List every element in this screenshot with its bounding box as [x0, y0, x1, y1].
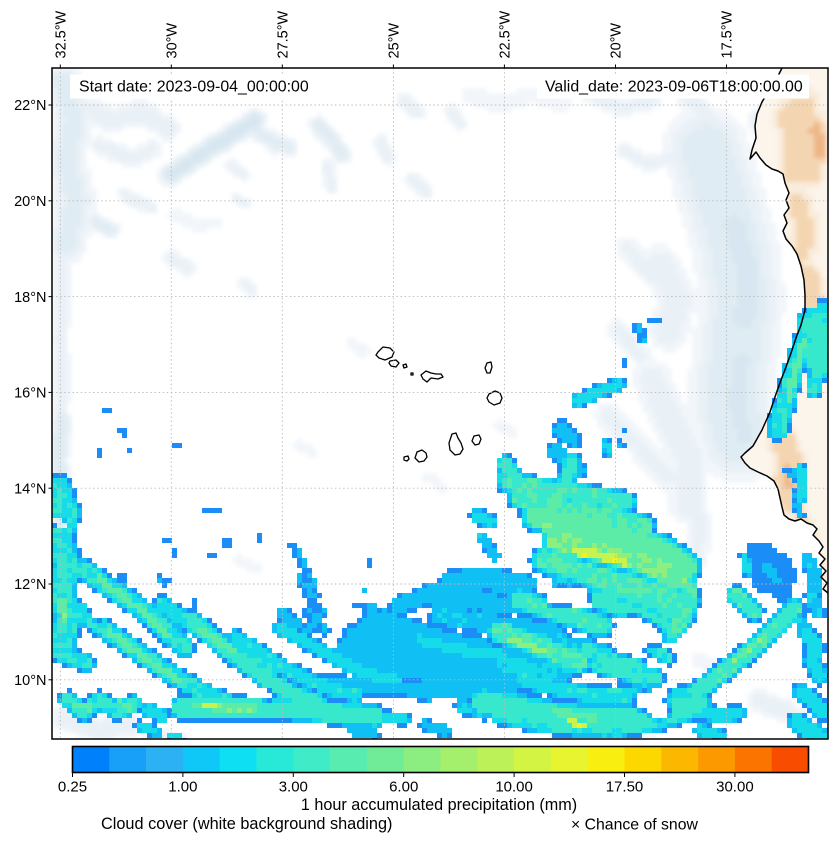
svg-text:× Chance of snow: × Chance of snow — [571, 817, 698, 834]
svg-text:Valid_date: 2023-09-06T18:00:0: Valid_date: 2023-09-06T18:00:00.00 — [545, 79, 803, 96]
svg-text:32.5°W: 32.5°W — [54, 10, 70, 58]
svg-text:22.5°W: 22.5°W — [498, 10, 514, 58]
svg-text:30.00: 30.00 — [716, 779, 754, 796]
svg-text:18°N: 18°N — [14, 290, 46, 306]
svg-text:30°W: 30°W — [165, 23, 181, 59]
svg-text:14°N: 14°N — [14, 481, 46, 497]
svg-text:6.00: 6.00 — [389, 779, 418, 796]
svg-text:10.00: 10.00 — [495, 779, 533, 796]
svg-text:1.00: 1.00 — [168, 779, 197, 796]
svg-text:16°N: 16°N — [14, 386, 46, 402]
svg-text:27.5°W: 27.5°W — [276, 10, 292, 58]
svg-text:Start date: 2023-09-04_00:00:0: Start date: 2023-09-04_00:00:00 — [79, 79, 309, 96]
svg-text:17.5°W: 17.5°W — [720, 10, 736, 58]
svg-text:3.00: 3.00 — [279, 779, 308, 796]
svg-text:0.25: 0.25 — [58, 779, 87, 796]
svg-text:20°W: 20°W — [609, 23, 625, 59]
svg-text:17.50: 17.50 — [606, 779, 644, 796]
svg-text:25°W: 25°W — [387, 23, 403, 59]
svg-text:Cloud cover (white background: Cloud cover (white background shading) — [101, 815, 392, 833]
svg-text:12°N: 12°N — [14, 577, 46, 593]
svg-text:1 hour accumulated precipitati: 1 hour accumulated precipitation (mm) — [301, 796, 577, 814]
svg-text:20°N: 20°N — [14, 194, 46, 210]
svg-text:10°N: 10°N — [14, 673, 46, 689]
svg-text:22°N: 22°N — [14, 98, 46, 114]
